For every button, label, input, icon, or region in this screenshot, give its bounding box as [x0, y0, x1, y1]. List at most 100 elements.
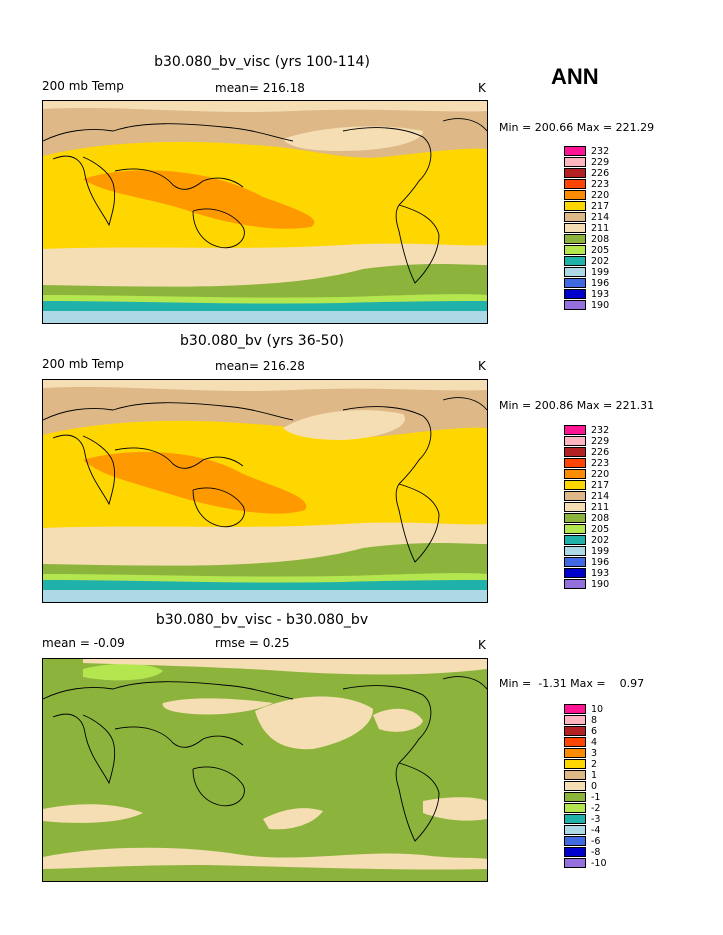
panel-title: b30.080_bv_visc (yrs 100-114): [154, 54, 370, 70]
colorbar-label: -3: [591, 814, 601, 825]
colorbar-swatch: [564, 234, 586, 244]
colorbar-label: 217: [591, 201, 610, 212]
colorbar-label: 3: [591, 748, 598, 759]
colorbar-label: 199: [591, 546, 610, 557]
colorbar-swatch: [564, 256, 586, 266]
colorbar-label: 205: [591, 524, 610, 535]
colorbar-swatch: [564, 278, 586, 288]
colorbar-swatch: [564, 546, 586, 556]
colorbar-swatch: [564, 157, 586, 167]
colorbar-swatch: [564, 535, 586, 545]
colorbar-label: 214: [591, 212, 610, 223]
colorbar-swatch: [564, 814, 586, 824]
colorbar-swatch: [564, 491, 586, 501]
colorbar-swatch: [564, 179, 586, 189]
colorbar-swatch: [564, 557, 586, 567]
colorbar-label: 226: [591, 168, 610, 179]
colorbar-swatch: [564, 781, 586, 791]
colorbar-swatch: [564, 568, 586, 578]
colorbar-label: 193: [591, 568, 610, 579]
colorbar-label: -4: [591, 825, 601, 836]
colorbar-swatch: [564, 168, 586, 178]
colorbar-label: 223: [591, 179, 610, 190]
colorbar-swatch: [564, 212, 586, 222]
colorbar-swatch: [564, 436, 586, 446]
panel-minmax-label: Min = 200.66 Max = 221.29: [499, 121, 655, 134]
colorbar-swatch: [564, 726, 586, 736]
colorbar-swatch: [564, 715, 586, 725]
colorbar-swatch: [564, 425, 586, 435]
colorbar-label: 220: [591, 469, 610, 480]
colorbar-label: -1: [591, 792, 601, 803]
colorbar-swatch: [564, 289, 586, 299]
colorbar-swatch: [564, 858, 586, 868]
colorbar-label: 205: [591, 245, 610, 256]
map-panel-1: [42, 100, 488, 324]
colorbar-label: -8: [591, 847, 601, 858]
panel-title: b30.080_bv_visc - b30.080_bv: [155, 612, 369, 628]
colorbar-swatch: [564, 770, 586, 780]
colorbar-label: 202: [591, 535, 610, 546]
panel-units-label: K: [478, 359, 486, 373]
colorbar-label: 208: [591, 513, 610, 524]
colorbar-label: 2: [591, 759, 598, 770]
colorbar-swatch: [564, 146, 586, 156]
colorbar-label: -6: [591, 836, 601, 847]
temperature-contour-map: [43, 380, 487, 602]
colorbar-swatch: [564, 748, 586, 758]
colorbar-1: 232 229 226 223 220 217 214 211 208 205 …: [564, 146, 684, 318]
panel-mean-label: mean = -0.09: [42, 636, 125, 650]
colorbar-swatch: [564, 825, 586, 835]
colorbar-label: 211: [591, 502, 610, 513]
colorbar-label: 232: [591, 425, 610, 436]
colorbar-swatch: [564, 190, 586, 200]
colorbar-label: 0: [591, 781, 598, 792]
difference-contour-map: [43, 659, 487, 881]
panel-variable-label: 200 mb Temp: [42, 79, 124, 93]
colorbar-label: 202: [591, 256, 610, 267]
colorbar-3: 10 8 6 4 3 2 1 0 -1 -2 -3 -4 -6 -8 -10: [564, 704, 684, 876]
colorbar-label: 8: [591, 715, 598, 726]
colorbar-label: 232: [591, 146, 610, 157]
colorbar-label: 1: [591, 770, 598, 781]
map-panel-3: [42, 658, 488, 882]
map-panel-2: [42, 379, 488, 603]
colorbar-swatch: [564, 803, 586, 813]
colorbar-label: 6: [591, 726, 598, 737]
colorbar-swatch: [564, 245, 586, 255]
colorbar-swatch: [564, 458, 586, 468]
colorbar-label: 208: [591, 234, 610, 245]
colorbar-swatch: [564, 759, 586, 769]
colorbar-label: 4: [591, 737, 598, 748]
colorbar-swatch: [564, 704, 586, 714]
colorbar-label: 199: [591, 267, 610, 278]
colorbar-swatch: [564, 267, 586, 277]
temperature-contour-map: [43, 101, 487, 323]
colorbar-label: -2: [591, 803, 601, 814]
colorbar-swatch: [564, 579, 586, 589]
panel-mean-label: mean= 216.28: [215, 359, 305, 373]
colorbar-label: -10: [591, 858, 607, 869]
colorbar-swatch: [564, 447, 586, 457]
colorbar-label: 214: [591, 491, 610, 502]
panel-minmax-label: Min = 200.86 Max = 221.31: [499, 399, 655, 412]
colorbar-label: 190: [591, 579, 610, 590]
colorbar-swatch: [564, 524, 586, 534]
panel-units-label: K: [478, 81, 486, 95]
colorbar-swatch: [564, 223, 586, 233]
panel-rmse-label: rmse = 0.25: [215, 636, 290, 650]
colorbar-label: 223: [591, 458, 610, 469]
colorbar-label: 229: [591, 436, 610, 447]
colorbar-label: 217: [591, 480, 610, 491]
panel-units-label: K: [478, 638, 486, 652]
colorbar-swatch: [564, 836, 586, 846]
colorbar-swatch: [564, 300, 586, 310]
colorbar-swatch: [564, 469, 586, 479]
colorbar-label: 226: [591, 447, 610, 458]
colorbar-label: 220: [591, 190, 610, 201]
colorbar-label: 229: [591, 157, 610, 168]
colorbar-label: 193: [591, 289, 610, 300]
colorbar-swatch: [564, 513, 586, 523]
colorbar-label: 196: [591, 278, 610, 289]
panel-mean-label: mean= 216.18: [215, 81, 305, 95]
